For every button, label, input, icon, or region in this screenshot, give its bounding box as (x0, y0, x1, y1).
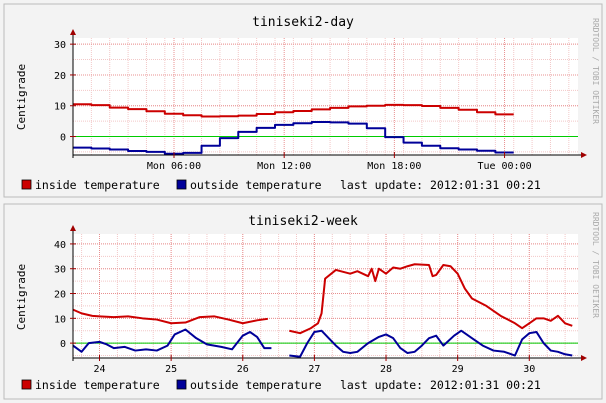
day-y-tick-labels: 0 10 20 30 (54, 40, 66, 143)
day-y-tick-label: 10 (54, 102, 66, 113)
day-x-tick-label: Mon 06:00 (147, 161, 201, 172)
week-x-tick-label: 26 (237, 364, 249, 375)
week-last-update: last update: 2012:01:31 00:21 (340, 378, 541, 392)
day-y-tick-label: 0 (60, 133, 66, 144)
week-watermark: RRDTOOL / TOBI OETIKER (591, 212, 600, 318)
day-x-tick-label: Mon 12:00 (257, 161, 311, 172)
week-legend-inside-label: inside temperature (35, 378, 160, 392)
week-x-tick-labels: 24 25 26 27 28 29 30 (93, 364, 535, 375)
week-plot-area (73, 234, 578, 358)
week-outside-temperature-line (72, 328, 272, 353)
day-y-tick-label: 20 (54, 71, 66, 82)
day-legend-outside-swatch (176, 179, 187, 190)
week-graph-title: tiniseki2-week (248, 214, 358, 229)
week-legend-outside-swatch (176, 379, 187, 390)
day-x-tick-labels: Mon 06:00 Mon 12:00 Mon 18:00 Tue 00:00 (147, 161, 532, 172)
week-y-tick-label: 40 (54, 240, 66, 251)
day-y-tick-label: 30 (54, 40, 66, 51)
day-x-axis-arrow (581, 152, 587, 158)
week-legend-outside-label: outside temperature (190, 378, 322, 392)
week-legend-inside-swatch (21, 379, 32, 390)
week-x-tick-label: 30 (523, 364, 535, 375)
day-watermark: RRDTOOL / TOBI OETIKER (591, 18, 600, 124)
week-inside-temperature-line (289, 263, 573, 335)
week-x-tick-label: 27 (308, 364, 320, 375)
week-graph-panel: tiniseki2-week Centigrade RRDTOOL / TOBI… (3, 203, 603, 400)
day-y-axis-arrow (70, 29, 76, 35)
day-legend-inside-swatch (21, 179, 32, 190)
week-y-axis-arrow (70, 225, 76, 231)
day-axes (70, 29, 587, 158)
day-graph-title: tiniseki2-day (252, 15, 354, 30)
week-y-tick-label: 10 (54, 314, 66, 325)
week-x-axis-arrow (581, 355, 587, 361)
week-axes (70, 225, 587, 361)
week-y-tick-label: 20 (54, 290, 66, 301)
week-outside-temperature-line (289, 329, 573, 358)
day-legend-outside-label: outside temperature (190, 178, 322, 192)
week-y-tick-label: 0 (60, 339, 66, 350)
week-x-tick-label: 25 (165, 364, 177, 375)
day-outside-temperature-line (73, 121, 514, 155)
day-last-update: last update: 2012:01:31 00:21 (340, 178, 541, 192)
day-x-tick-label: Mon 18:00 (367, 161, 421, 172)
day-legend-inside-label: inside temperature (35, 178, 160, 192)
week-y-tick-label: 30 (54, 265, 66, 276)
week-series-lines (72, 263, 578, 358)
day-x-tick-label: Tue 00:00 (477, 161, 531, 172)
day-y-axis-label: Centigrade (15, 64, 28, 130)
day-series-lines (73, 103, 578, 155)
week-y-axis-label: Centigrade (15, 264, 28, 330)
day-graph-panel: tiniseki2-day Centigrade RRDTOOL / TOBI … (3, 3, 603, 198)
week-x-tick-label: 24 (93, 364, 105, 375)
week-x-tick-label: 29 (452, 364, 464, 375)
day-inside-temperature-line (73, 103, 514, 118)
week-legend: inside temperature outside temperature l… (21, 378, 541, 392)
week-x-tick-label: 28 (380, 364, 392, 375)
week-inside-temperature-line (72, 308, 268, 325)
day-plot-area (73, 38, 578, 155)
day-legend: inside temperature outside temperature l… (21, 178, 541, 192)
week-y-tick-labels: 0 10 20 30 40 (54, 240, 66, 350)
